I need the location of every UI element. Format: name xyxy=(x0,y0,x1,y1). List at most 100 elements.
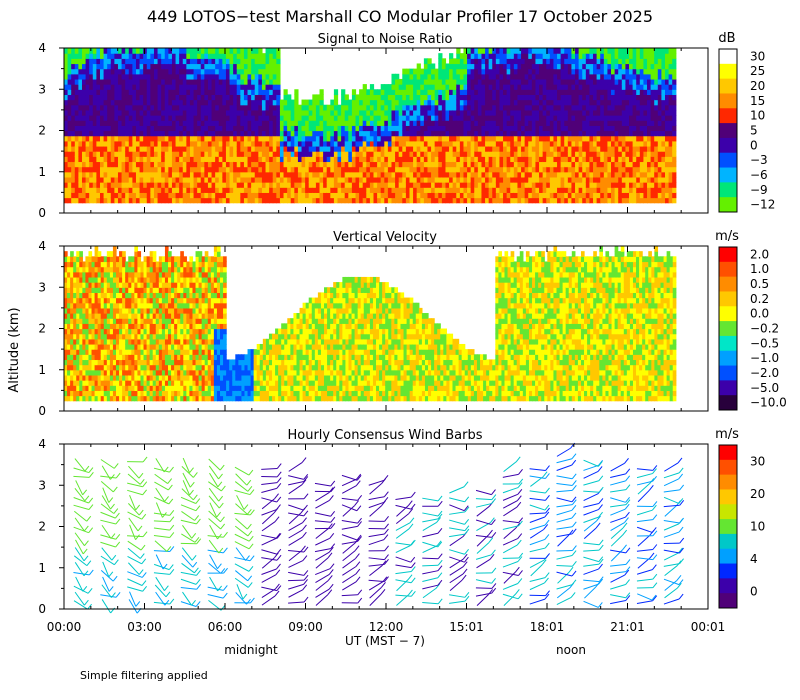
snr-cell xyxy=(132,48,137,54)
snr-cell xyxy=(355,104,360,111)
snr-cell xyxy=(431,187,436,193)
snr-cell xyxy=(305,166,310,173)
snr-cell xyxy=(553,176,558,183)
snr-cell xyxy=(639,58,645,65)
snr-cell xyxy=(521,187,526,193)
snr-cell xyxy=(485,78,490,85)
snr-cell xyxy=(157,99,162,106)
snr-cell xyxy=(567,48,573,54)
snr-cell xyxy=(96,58,101,65)
vv-cell xyxy=(70,251,74,257)
snr-cell xyxy=(585,182,591,188)
snr-cell xyxy=(132,120,137,126)
snr-cell xyxy=(535,130,540,137)
snr-cell xyxy=(643,145,648,152)
snr-cell xyxy=(265,48,270,54)
snr-cell xyxy=(503,171,508,178)
snr-cell xyxy=(218,161,223,168)
snr-cell xyxy=(420,120,425,126)
snr-cell xyxy=(128,48,133,54)
snr-cell xyxy=(441,104,447,111)
snr-cell xyxy=(283,94,288,101)
snr-cell xyxy=(312,161,317,168)
snr-cell xyxy=(290,171,295,178)
snr-cell xyxy=(92,68,97,75)
snr-cell xyxy=(171,156,177,163)
snr-cell xyxy=(81,192,87,199)
snr-cell xyxy=(229,166,234,173)
snr-cell xyxy=(269,104,274,111)
snr-cell xyxy=(463,115,468,121)
snr-cell xyxy=(668,192,673,199)
snr-cell xyxy=(380,125,385,132)
snr-cell xyxy=(189,53,195,59)
vv-cell xyxy=(64,307,68,314)
snr-cell xyxy=(427,73,432,80)
snr-cell xyxy=(243,135,249,142)
snr-cell xyxy=(71,115,76,121)
snr-cell xyxy=(445,125,450,132)
snr-cell xyxy=(211,156,216,163)
snr-cell xyxy=(578,48,583,54)
snr-cell xyxy=(639,63,645,70)
snr-cell xyxy=(452,135,457,142)
snr-cell xyxy=(71,161,76,168)
snr-cell xyxy=(312,135,317,142)
snr-cell xyxy=(575,140,580,147)
snr-cell xyxy=(89,171,94,178)
snr-cell xyxy=(542,192,547,199)
snr-cell xyxy=(204,171,209,178)
snr-cell xyxy=(621,99,627,106)
snr-cell xyxy=(413,166,418,173)
snr-cell xyxy=(557,84,562,90)
snr-cell xyxy=(481,135,486,142)
snr-cell xyxy=(308,197,313,204)
snr-cell xyxy=(607,48,612,54)
snr-cell xyxy=(517,63,522,70)
snr-cell xyxy=(200,171,205,178)
snr-cell xyxy=(64,161,69,168)
snr-cell xyxy=(650,145,655,152)
snr-cell xyxy=(456,135,461,142)
snr-cell xyxy=(143,78,148,85)
snr-cell xyxy=(103,115,108,121)
snr-cell xyxy=(427,151,432,157)
snr-cell xyxy=(247,125,252,132)
snr-cell xyxy=(488,53,493,59)
vv-cell xyxy=(76,380,80,386)
vv-cell xyxy=(73,385,77,391)
snr-cell xyxy=(625,166,630,173)
snr-cell xyxy=(225,140,231,147)
snr-cell xyxy=(531,68,537,75)
snr-cell xyxy=(564,145,569,152)
snr-cell xyxy=(81,176,87,183)
snr-cell xyxy=(114,89,119,96)
vv-cell xyxy=(73,313,77,319)
snr-cell xyxy=(200,161,205,168)
snr-cell xyxy=(535,89,540,96)
snr-cell xyxy=(589,109,594,116)
snr-cell xyxy=(294,109,299,116)
snr-cell xyxy=(672,84,677,90)
snr-cell xyxy=(585,125,591,132)
snr-cell xyxy=(308,104,313,111)
snr-cell xyxy=(413,187,418,193)
snr-cell xyxy=(179,99,184,106)
snr-cell xyxy=(423,109,429,116)
snr-cell xyxy=(492,78,497,85)
snr-cell xyxy=(139,171,144,178)
snr-cell xyxy=(387,109,393,116)
snr-cell xyxy=(647,120,652,126)
snr-cell xyxy=(452,166,457,173)
snr-cell xyxy=(229,89,234,96)
snr-cell xyxy=(258,125,263,132)
snr-cell xyxy=(107,99,112,106)
snr-cell xyxy=(128,125,133,132)
snr-cell xyxy=(110,73,115,80)
snr-cell xyxy=(467,192,472,199)
snr-cell xyxy=(571,63,576,70)
snr-cell xyxy=(654,192,659,199)
snr-cell xyxy=(607,151,612,157)
snr-cell xyxy=(251,48,256,54)
snr-cell xyxy=(279,115,285,121)
